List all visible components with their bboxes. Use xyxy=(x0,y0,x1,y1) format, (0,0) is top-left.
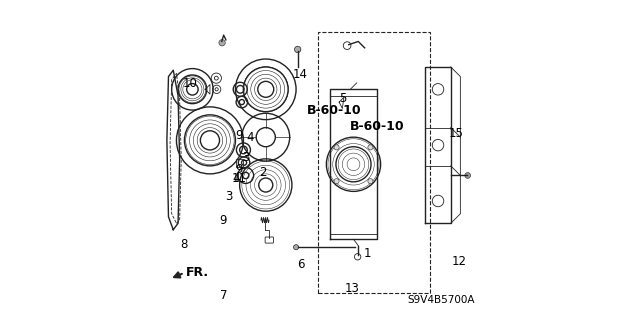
Text: 5: 5 xyxy=(339,93,346,105)
Circle shape xyxy=(368,145,373,150)
Text: 6: 6 xyxy=(298,258,305,271)
Circle shape xyxy=(294,46,301,53)
Text: 11: 11 xyxy=(232,172,246,184)
Text: 3: 3 xyxy=(243,152,250,164)
Circle shape xyxy=(334,179,339,184)
Circle shape xyxy=(219,40,225,46)
Circle shape xyxy=(368,179,373,184)
Text: 13: 13 xyxy=(344,282,359,295)
Text: 10: 10 xyxy=(183,77,198,90)
Text: 9: 9 xyxy=(235,129,243,142)
Text: 9: 9 xyxy=(220,214,227,226)
Text: 12: 12 xyxy=(451,255,467,268)
Text: S9V4B5700A: S9V4B5700A xyxy=(408,295,475,305)
Text: B-60-10: B-60-10 xyxy=(350,120,404,132)
Text: FR.: FR. xyxy=(186,266,209,279)
Text: 4: 4 xyxy=(233,172,240,185)
Circle shape xyxy=(465,173,470,178)
Text: 4: 4 xyxy=(246,131,254,144)
Text: 8: 8 xyxy=(180,238,188,250)
Text: 15: 15 xyxy=(449,127,464,139)
Text: B-60-10: B-60-10 xyxy=(307,104,362,116)
Text: 7: 7 xyxy=(220,289,227,301)
Circle shape xyxy=(334,145,339,150)
Bar xyxy=(319,32,430,293)
Text: 14: 14 xyxy=(292,68,307,80)
Text: 9: 9 xyxy=(235,163,243,175)
Circle shape xyxy=(294,245,299,250)
Text: 1: 1 xyxy=(364,247,371,260)
Text: 3: 3 xyxy=(225,190,233,203)
Bar xyxy=(236,159,243,167)
Text: 2: 2 xyxy=(259,166,266,179)
